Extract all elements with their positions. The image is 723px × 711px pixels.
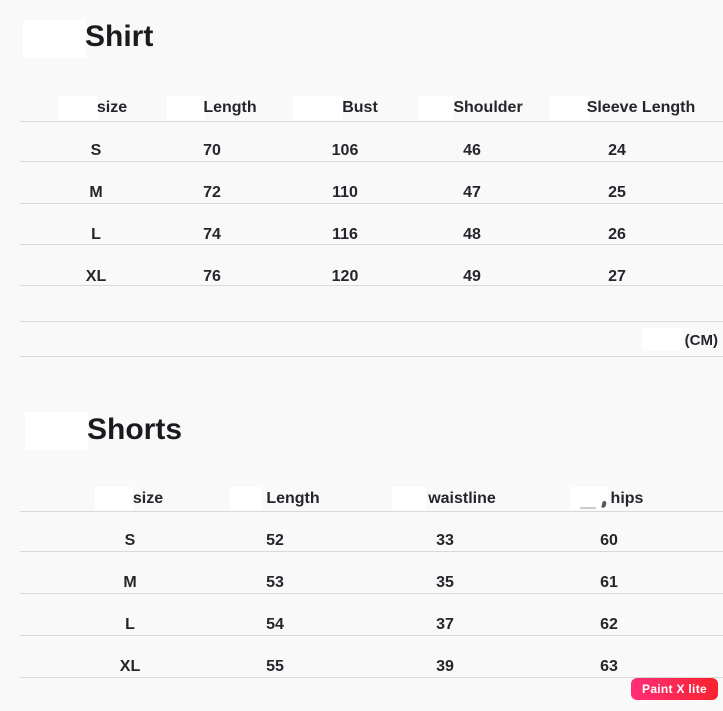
- shirt-cell: XL: [85, 268, 107, 285]
- divider: [20, 356, 723, 357]
- shorts-cell: 61: [600, 574, 618, 591]
- shirt-cell: 25: [608, 184, 626, 201]
- shirt-cell: 72: [203, 184, 221, 201]
- shorts-cell: 52: [266, 532, 284, 549]
- erased-patch: [570, 487, 608, 509]
- shirt-cell: 70: [203, 142, 221, 159]
- shorts-cell: 54: [266, 616, 284, 633]
- erased-patch: [642, 328, 683, 351]
- divider: [20, 161, 723, 162]
- divider: [20, 551, 723, 552]
- divider: [20, 121, 723, 122]
- shirt-cell: 27: [608, 268, 626, 285]
- shirt-cell: 74: [203, 226, 221, 243]
- shirt-col-header-shoulder: Shoulder: [453, 99, 523, 116]
- shirt-cell: 76: [203, 268, 221, 285]
- shorts-cell: S: [124, 532, 136, 549]
- divider: [20, 593, 723, 594]
- divider: [20, 244, 723, 245]
- shirt-cell: S: [90, 142, 102, 159]
- shorts-col-header-length: Length: [266, 490, 320, 507]
- shirt-cell: 116: [332, 226, 358, 243]
- erased-patch: [25, 412, 88, 450]
- shorts-cell: 60: [600, 532, 618, 549]
- shorts-cell: 35: [436, 574, 454, 591]
- shorts-title: Shorts: [87, 413, 183, 446]
- shorts-col-header-size: size: [132, 490, 164, 507]
- erased-patch: [293, 96, 343, 120]
- shirt-col-header-length: Length: [203, 99, 257, 116]
- divider: [20, 285, 723, 286]
- divider: [20, 203, 723, 204]
- shorts-cell: M: [123, 574, 137, 591]
- shorts-cell: 39: [436, 658, 454, 675]
- erased-patch: [418, 96, 453, 120]
- shirt-cell: 47: [463, 184, 481, 201]
- shirt-cell: L: [91, 226, 101, 243]
- shorts-cell: 53: [266, 574, 284, 591]
- erased-patch: [550, 96, 590, 120]
- shorts-cell: 37: [436, 616, 454, 633]
- shorts-cell: XL: [119, 658, 141, 675]
- divider: [20, 677, 723, 678]
- shorts-col-header-hips: hips: [610, 490, 644, 507]
- divider: [20, 635, 723, 636]
- erased-patch: [392, 487, 426, 511]
- shirt-cell: 106: [331, 142, 359, 159]
- shirt-cell: 26: [608, 226, 626, 243]
- shirt-cell: 110: [332, 184, 358, 201]
- shirt-col-header-size: size: [96, 99, 128, 116]
- shorts-cell: 62: [600, 616, 618, 633]
- erased-patch: [230, 487, 262, 511]
- shirt-title: Shirt: [85, 20, 154, 53]
- divider: [20, 511, 723, 512]
- divider: [20, 321, 723, 322]
- erased-patch: [167, 96, 205, 120]
- shirt-cell: 49: [463, 268, 481, 285]
- erased-text-remnant: [580, 507, 596, 509]
- shirt-cell: 48: [463, 226, 481, 243]
- shirt-cell: 120: [331, 268, 359, 285]
- unit-note: (CM): [684, 332, 718, 349]
- shorts-cell: 63: [600, 658, 618, 675]
- shorts-col-header-waistline: waistline: [428, 490, 496, 507]
- erased-patch: [95, 487, 133, 511]
- shirt-cell: M: [89, 184, 103, 201]
- shorts-cell: 33: [436, 532, 454, 549]
- shorts-cell: 55: [266, 658, 284, 675]
- erased-patch: [58, 96, 98, 120]
- shirt-cell: 46: [463, 142, 481, 159]
- paint-x-lite-watermark: Paint X lite: [631, 678, 718, 700]
- shorts-cell: L: [125, 616, 135, 633]
- shirt-cell: 24: [608, 142, 626, 159]
- erased-patch: [23, 20, 86, 58]
- shirt-col-header-sleeve-length: Sleeve Length: [586, 99, 696, 116]
- shirt-col-header-bust: Bust: [342, 99, 378, 116]
